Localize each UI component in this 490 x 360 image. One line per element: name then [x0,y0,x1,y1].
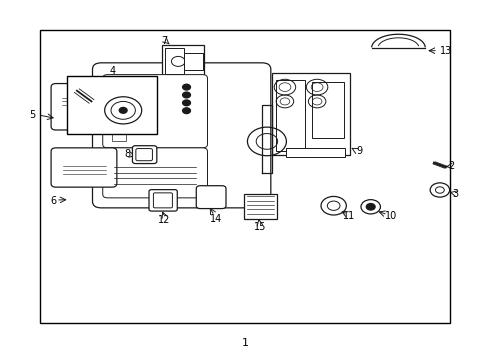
Text: 6: 6 [50,197,56,206]
Text: 9: 9 [356,146,362,156]
Circle shape [119,108,127,113]
FancyBboxPatch shape [196,186,226,208]
FancyBboxPatch shape [153,193,172,208]
Circle shape [183,84,191,90]
Bar [162,45,203,76]
FancyBboxPatch shape [93,63,271,208]
Bar [113,125,126,133]
Text: 15: 15 [254,222,267,232]
Text: 12: 12 [158,215,171,225]
Bar [165,48,184,73]
Text: 1: 1 [242,338,248,347]
Text: 8: 8 [124,149,130,159]
Bar [312,82,344,138]
FancyBboxPatch shape [272,73,350,155]
FancyBboxPatch shape [103,148,207,198]
Text: 7: 7 [162,36,168,46]
Bar [99,157,104,164]
Bar [184,53,202,70]
Text: 5: 5 [30,110,36,120]
Text: 11: 11 [343,211,355,221]
FancyBboxPatch shape [136,149,152,161]
FancyBboxPatch shape [51,148,117,187]
Bar [287,148,345,157]
Text: 13: 13 [440,46,452,56]
FancyBboxPatch shape [244,194,277,219]
Bar [276,80,305,152]
Text: 10: 10 [385,211,397,221]
Circle shape [183,100,191,106]
Bar [40,30,450,323]
Circle shape [183,108,191,113]
Bar [113,134,126,141]
FancyBboxPatch shape [149,190,177,211]
FancyBboxPatch shape [103,75,207,148]
Circle shape [367,203,375,210]
FancyBboxPatch shape [132,146,157,163]
Text: 14: 14 [210,213,222,224]
FancyBboxPatch shape [51,84,109,130]
Bar [113,110,126,120]
Text: 3: 3 [452,189,458,199]
Text: 4: 4 [109,66,116,76]
Bar [67,76,157,134]
Bar [99,150,104,157]
Circle shape [183,92,191,98]
Text: 2: 2 [449,161,455,171]
